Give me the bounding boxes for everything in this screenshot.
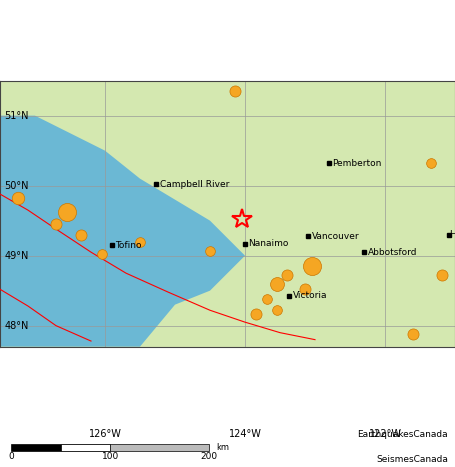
Text: 122°W: 122°W — [369, 429, 401, 439]
Bar — [61, 444, 111, 451]
Text: Victoria: Victoria — [293, 291, 327, 300]
Text: Pemberton: Pemberton — [333, 159, 382, 168]
Text: Abbotsford: Abbotsford — [368, 248, 417, 257]
Text: 100: 100 — [102, 453, 119, 461]
Text: Nanaimo: Nanaimo — [248, 239, 289, 248]
Text: 51°N: 51°N — [4, 111, 29, 120]
Bar — [11, 444, 111, 451]
Text: 124°W: 124°W — [228, 429, 262, 439]
Text: 49°N: 49°N — [4, 251, 29, 261]
Text: 50°N: 50°N — [4, 181, 29, 191]
Text: EarthquakesCanada: EarthquakesCanada — [358, 431, 448, 439]
Text: Ho: Ho — [450, 230, 455, 239]
Text: SeismesCanada: SeismesCanada — [376, 455, 448, 464]
Bar — [111, 444, 209, 451]
Text: Campbell River: Campbell River — [160, 180, 229, 189]
Polygon shape — [0, 81, 245, 347]
Text: Tofino: Tofino — [116, 241, 142, 250]
Text: 0: 0 — [9, 453, 14, 461]
Text: 200: 200 — [201, 453, 218, 461]
Text: km: km — [216, 443, 229, 452]
Text: Vancouver: Vancouver — [312, 232, 359, 241]
Text: 126°W: 126°W — [89, 429, 121, 439]
Text: 48°N: 48°N — [4, 321, 29, 331]
